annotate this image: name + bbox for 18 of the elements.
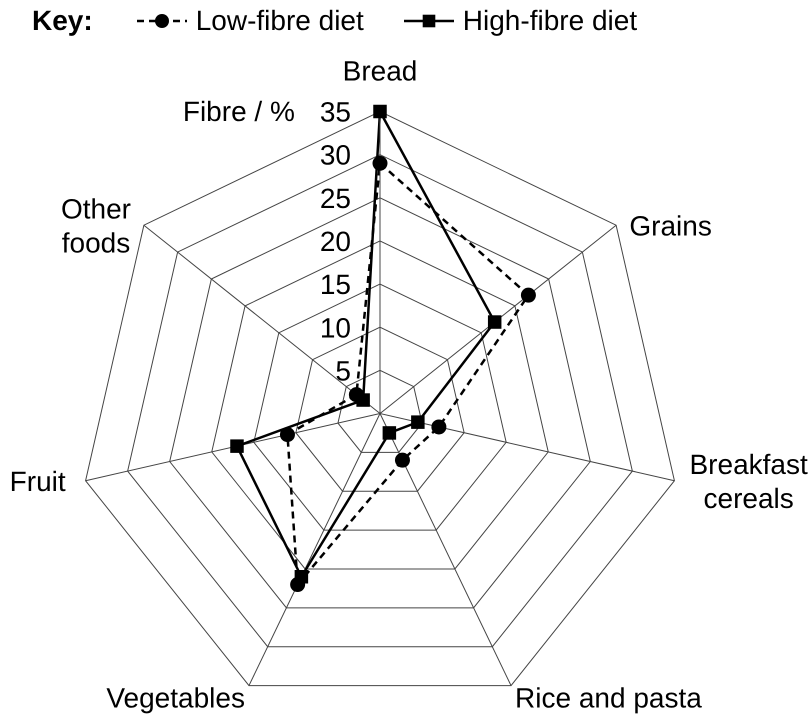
y-tick-label: 30 [320,140,351,171]
y-tick-label: 25 [320,182,351,214]
y-tick-label: 20 [320,226,351,258]
spoke-label: Fruit [10,466,66,497]
legend-label: High-fibre diet [462,5,638,37]
spoke-label: Grains [629,210,712,242]
spoke-label: Breakfast cereals [690,448,808,514]
y-tick-label: 10 [320,312,351,344]
y-tick-label: 35 [320,96,351,128]
spoke-label: Bread [342,56,418,86]
spoke-label: Rice and pasta [515,682,702,714]
spoke-label: Other foods [60,193,132,258]
y-tick-label: 5 [335,355,351,386]
y-tick-label: 15 [320,269,351,300]
legend-title: Key: [32,5,93,37]
text: Fibre / % [182,94,295,128]
legend-label: Low-fibre diet [196,5,364,37]
spoke-label: Vegetables [106,682,245,714]
